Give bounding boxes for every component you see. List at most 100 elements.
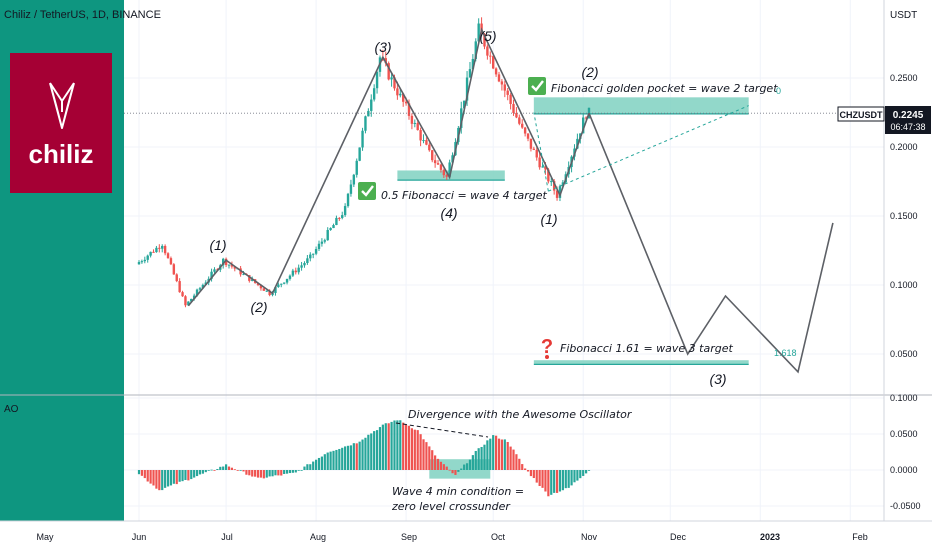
candle[interactable] (422, 134, 425, 144)
candle[interactable] (364, 115, 367, 134)
candle[interactable] (428, 142, 431, 152)
candle[interactable] (161, 244, 164, 253)
candle[interactable] (506, 87, 509, 101)
candle[interactable] (166, 252, 170, 259)
candle[interactable] (149, 251, 152, 258)
candle-series[interactable] (137, 17, 591, 308)
candle[interactable] (152, 249, 155, 253)
candle[interactable] (436, 160, 440, 165)
candle[interactable] (282, 282, 286, 285)
candle[interactable] (509, 93, 512, 110)
candle[interactable] (178, 278, 181, 293)
candle[interactable] (285, 278, 289, 285)
candle[interactable] (184, 295, 187, 308)
candle[interactable] (172, 263, 176, 275)
candle[interactable] (494, 67, 498, 77)
candle[interactable] (158, 244, 161, 253)
candle[interactable] (326, 227, 329, 241)
candle[interactable] (288, 274, 292, 281)
candle[interactable] (413, 119, 417, 128)
candle[interactable] (213, 267, 216, 274)
candle[interactable] (291, 268, 295, 278)
candle[interactable] (343, 203, 347, 217)
candle[interactable] (317, 240, 321, 251)
candle[interactable] (341, 211, 344, 220)
candle[interactable] (169, 256, 173, 266)
candle[interactable] (515, 107, 518, 119)
candle[interactable] (280, 283, 283, 288)
price-tag[interactable]: CHZUSDT 0.2245 06:47:38 (837, 106, 931, 134)
candle[interactable] (390, 72, 393, 87)
candle[interactable] (489, 51, 492, 64)
candle[interactable] (314, 246, 318, 256)
candle[interactable] (300, 261, 303, 271)
candle[interactable] (329, 227, 332, 231)
candle[interactable] (311, 253, 315, 259)
candle[interactable] (370, 94, 373, 117)
candle[interactable] (277, 282, 280, 288)
candle[interactable] (367, 108, 370, 117)
candle[interactable] (416, 120, 419, 131)
candle[interactable] (181, 290, 184, 297)
candle[interactable] (425, 137, 428, 146)
candle[interactable] (303, 261, 306, 268)
candle[interactable] (355, 158, 358, 178)
candle[interactable] (320, 238, 324, 247)
candle[interactable] (146, 254, 149, 263)
candle[interactable] (477, 18, 480, 43)
candle[interactable] (265, 290, 268, 293)
candle[interactable] (541, 162, 544, 168)
candle[interactable] (503, 80, 507, 98)
candle[interactable] (512, 99, 515, 116)
candle[interactable] (532, 146, 536, 151)
candle[interactable] (323, 238, 327, 244)
candle[interactable] (163, 244, 167, 256)
candle[interactable] (332, 223, 335, 229)
candle[interactable] (431, 149, 434, 163)
candle[interactable] (143, 256, 147, 264)
candle[interactable] (358, 147, 361, 162)
candle[interactable] (468, 61, 472, 78)
candle[interactable] (439, 163, 443, 173)
ao-label[interactable]: AO (4, 404, 19, 415)
candle[interactable] (227, 264, 231, 269)
candle[interactable] (521, 119, 524, 129)
candle[interactable] (297, 264, 300, 275)
candle[interactable] (372, 84, 376, 102)
candle[interactable] (294, 267, 297, 275)
candle[interactable] (224, 257, 228, 268)
candle[interactable] (309, 252, 312, 262)
ao-histogram[interactable] (137, 420, 591, 497)
candle[interactable] (346, 192, 350, 208)
candle[interactable] (486, 44, 489, 60)
candle[interactable] (137, 260, 141, 265)
candle[interactable] (535, 147, 538, 161)
candle[interactable] (262, 287, 266, 291)
candle[interactable] (375, 70, 379, 94)
candle[interactable] (538, 152, 541, 170)
candle[interactable] (335, 215, 338, 226)
candle[interactable] (445, 173, 448, 180)
candle[interactable] (387, 61, 390, 81)
candle[interactable] (550, 177, 553, 187)
candle[interactable] (518, 114, 521, 126)
candle[interactable] (306, 255, 309, 265)
candle[interactable] (140, 259, 144, 264)
candle[interactable] (497, 71, 501, 83)
candle[interactable] (500, 79, 504, 91)
candle[interactable] (460, 101, 463, 134)
candle[interactable] (349, 179, 353, 197)
candle[interactable] (338, 217, 341, 221)
candle[interactable] (210, 268, 213, 282)
candle[interactable] (442, 168, 446, 178)
candle[interactable] (419, 127, 422, 147)
candle[interactable] (410, 113, 414, 130)
candle[interactable] (523, 126, 527, 137)
candle[interactable] (433, 154, 437, 168)
candle[interactable] (352, 173, 356, 188)
candle[interactable] (526, 133, 530, 142)
candle[interactable] (155, 245, 158, 253)
candle[interactable] (558, 184, 562, 202)
